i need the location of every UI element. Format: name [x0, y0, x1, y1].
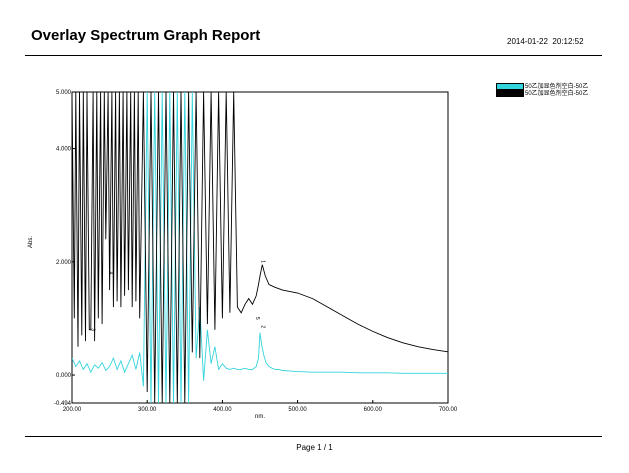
- page-footer: Page 1 / 1: [296, 443, 333, 452]
- header-divider: [25, 55, 602, 56]
- report-title: Overlay Spectrum Graph Report: [31, 27, 261, 44]
- y-tick-label: 0.000: [56, 373, 72, 379]
- x-tick-label: 600.00: [364, 407, 383, 413]
- legend: 50乙加显色剂空白-50乙 50乙加显色剂空白-50乙: [496, 83, 588, 97]
- peak-label: 1: [260, 260, 266, 263]
- y-tick-label: 2.000: [56, 260, 72, 266]
- legend-swatch: [496, 90, 524, 97]
- series-layer: [72, 92, 448, 403]
- legend-item: 50乙加显色剂空白-50乙: [496, 83, 588, 90]
- x-axis-label: nm.: [255, 414, 265, 420]
- peak-label: 2: [260, 325, 266, 328]
- peak-label: 4: [108, 272, 114, 275]
- report-time-value: 20:12:52: [552, 37, 584, 46]
- annotation-layer: 1 2 3 4 5: [90, 260, 266, 331]
- y-axis-label: Abs.: [28, 236, 34, 248]
- y-tick-label: 4.000: [56, 147, 72, 153]
- x-tick-label: 500.00: [288, 407, 307, 413]
- footer-divider: [25, 436, 602, 437]
- y-tick-label: -0.494: [54, 401, 72, 407]
- x-tick-label: 300.00: [138, 407, 157, 413]
- legend-label: 50乙加显色剂空白-50乙: [525, 90, 589, 97]
- legend-item: 50乙加显色剂空白-50乙: [496, 90, 588, 97]
- peak-label: 3: [90, 328, 96, 331]
- x-tick-label: 700.00: [439, 407, 458, 413]
- series-line-1: [72, 92, 448, 403]
- legend-label: 50乙加显色剂空白-50乙: [525, 83, 589, 90]
- axis-layer: 200.00 300.00 400.00 500.00 600.00 700.00 -0.4…: [54, 90, 458, 413]
- report-date: 2014-01-22 20:12:52: [507, 37, 584, 46]
- peak-label: 5: [254, 317, 260, 320]
- series-line-0: [72, 92, 448, 403]
- x-tick-label: 200.00: [63, 407, 82, 413]
- y-tick-label: 5.000: [56, 90, 72, 96]
- x-tick-label: 400.00: [213, 407, 232, 413]
- report-date-value: 2014-01-22: [507, 37, 548, 46]
- legend-swatch: [496, 83, 524, 90]
